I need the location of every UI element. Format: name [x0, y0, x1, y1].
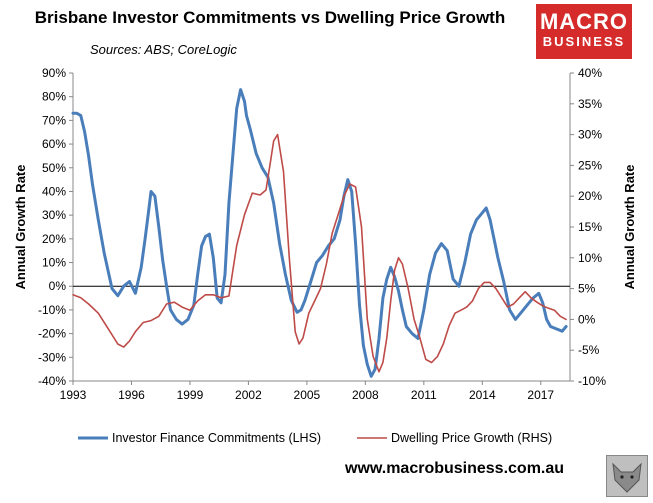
left-tick-label: 80%	[42, 90, 66, 104]
x-tick-label: 2002	[235, 388, 262, 402]
right-tick-label: 10%	[578, 251, 602, 265]
chart-title: Brisbane Investor Commitments vs Dwellin…	[34, 8, 506, 27]
left-axis-title: Annual Growth Rate	[13, 165, 28, 290]
logo-line-2: BUSINESS	[542, 34, 626, 49]
legend-label-investor: Investor Finance Commitments (LHS)	[112, 431, 321, 445]
right-tick-label: 15%	[578, 220, 602, 234]
right-axis-title: Annual Growth Rate	[622, 165, 637, 290]
x-tick-label: 1993	[60, 388, 87, 402]
left-tick-label: -20%	[38, 327, 66, 341]
website-url[interactable]: www.macrobusiness.com.au	[345, 460, 565, 477]
chart-sources: Sources: ABS; CoreLogic	[90, 42, 237, 57]
x-tick-label: 2014	[469, 388, 496, 402]
investor-commitments-line	[71, 88, 568, 378]
wolf-logo-icon	[606, 455, 648, 497]
x-tick-label: 2017	[527, 388, 554, 402]
x-tick-label: 1999	[177, 388, 204, 402]
left-tick-label: 20%	[42, 232, 66, 246]
left-tick-label: 70%	[42, 113, 66, 127]
left-tick-label: 50%	[42, 161, 66, 175]
right-tick-label: 30%	[578, 128, 602, 142]
x-tick-label: 1996	[118, 388, 145, 402]
macrobusiness-logo: MACRO BUSINESS	[536, 4, 632, 59]
right-tick-label: 40%	[578, 66, 602, 80]
x-tick-label: 2011	[411, 388, 437, 402]
left-tick-label: 60%	[42, 137, 66, 151]
right-tick-label: 20%	[578, 189, 602, 203]
x-tick-label: 2008	[352, 388, 379, 402]
right-tick-label: 0%	[578, 312, 596, 326]
right-tick-label: 5%	[578, 282, 596, 296]
x-tick-label: 2005	[294, 388, 321, 402]
right-tick-label: 25%	[578, 158, 602, 172]
left-tick-label: -40%	[38, 374, 66, 388]
dwelling-price-line	[72, 133, 567, 373]
left-tick-label: 10%	[42, 256, 66, 270]
left-tick-label: -30%	[38, 350, 66, 364]
left-tick-label: 30%	[42, 208, 66, 222]
legend-label-price: Dwelling Price Growth (RHS)	[391, 431, 552, 445]
left-tick-label: 40%	[42, 184, 66, 198]
left-tick-label: -10%	[38, 303, 66, 317]
left-tick-label: 0%	[49, 279, 67, 293]
right-tick-label: -10%	[578, 374, 606, 388]
left-tick-label: 90%	[42, 66, 66, 80]
chart-area: 90% 80% 70% 60% 50% 40% 30% 20% 10% 0% -10% -20% -30…	[13, 66, 637, 445]
logo-line-1: MACRO	[539, 9, 629, 34]
right-tick-label: 35%	[578, 97, 602, 111]
right-tick-label: -5%	[578, 343, 600, 357]
